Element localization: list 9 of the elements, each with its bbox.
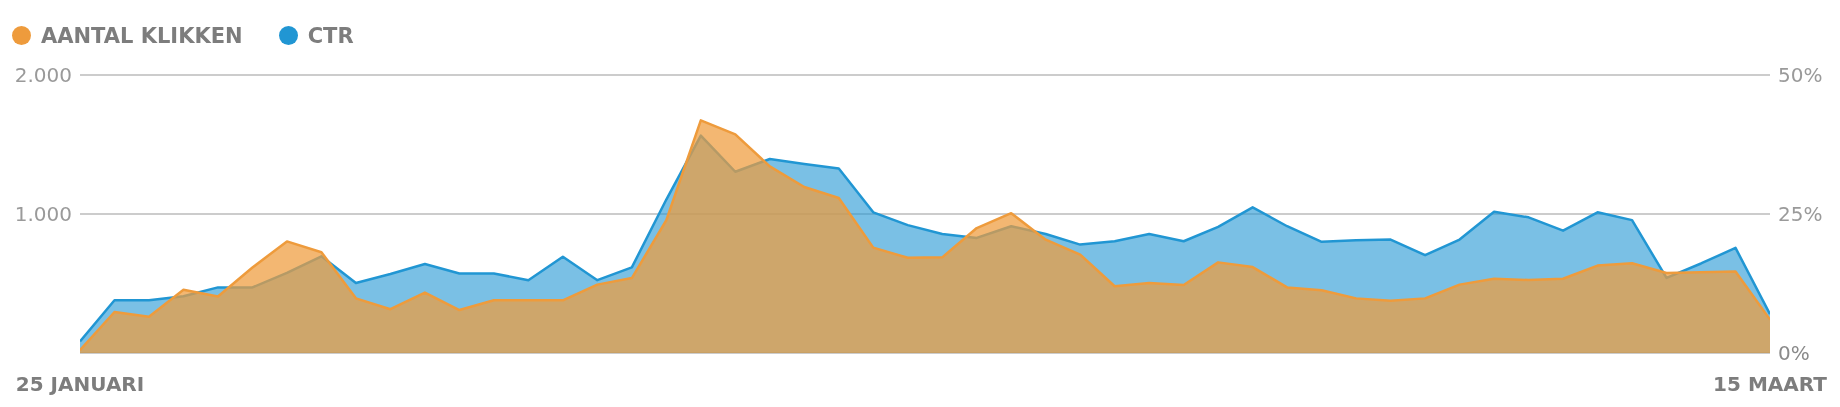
- legend-label: CTR: [307, 23, 354, 48]
- y-tick-label: 1.000: [14, 202, 72, 226]
- y2-tick-label: 0%: [1778, 341, 1810, 365]
- y2-tick-label: 50%: [1778, 63, 1823, 87]
- x-tick-label: 25 JANUARI: [15, 372, 145, 396]
- legend-label: AANTAL KLIKKEN: [41, 23, 243, 48]
- y-tick-label: 2.000: [14, 63, 72, 87]
- y2-tick-label: 25%: [1778, 202, 1823, 226]
- x-tick-label: 15 MAART: [1713, 372, 1828, 396]
